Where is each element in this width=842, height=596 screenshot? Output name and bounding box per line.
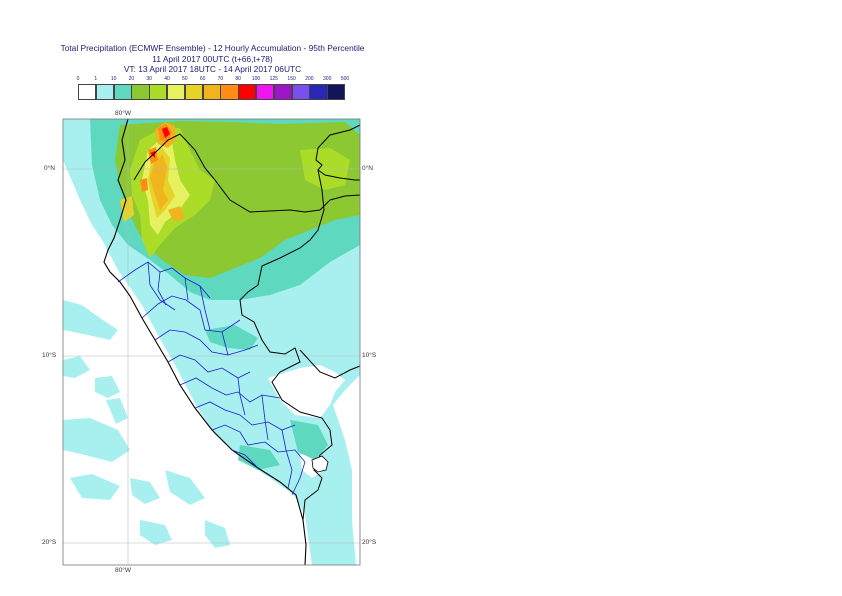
lat-label-right-20s: 20°S [362,539,377,546]
legend-threshold-label: 40 [164,76,170,82]
legend-threshold-label: 0 [76,76,80,82]
legend-threshold-label: 100 [251,76,261,82]
legend-threshold-label: 10 [110,76,117,82]
legend-color-box [256,84,275,100]
legend-color-box [238,84,257,100]
graticule [63,119,360,565]
legend-color-box [149,84,168,100]
region-borders [117,261,306,496]
run-time: 11 April 2017 00UTC (t+66,t+78) [152,54,273,64]
legend-color-box [220,84,239,100]
legend-color-box [291,84,310,100]
legend-threshold-label: 20 [128,76,135,82]
map-title: Total Precipitation (ECMWF Ensemble) - 1… [60,43,365,53]
legend-color-box [309,84,328,100]
country-borders [133,124,361,521]
legend-color-box [184,84,204,100]
lon-label-top: 80°W [115,110,131,117]
precip-field-intense [120,122,215,258]
legend-threshold-label: 80 [235,76,241,82]
legend-color-box [78,84,97,100]
legend-threshold-label: 300 [323,76,332,82]
map-frame [62,118,361,566]
lat-label-right-0: 0°N [362,165,373,172]
legend-color-box [273,84,293,100]
legend-threshold-label: 50 [182,76,188,82]
legend-threshold-label: 500 [340,76,350,82]
lon-label-bottom: 80°W [115,567,131,574]
legend-color-box [202,84,221,100]
legend-threshold-label: 60 [199,76,206,82]
legend-color-box [167,84,186,100]
lat-label-left-20s: 20°S [42,539,57,546]
lat-label-right-10s: 10°S [362,352,377,359]
legend-threshold-label: 30 [146,76,152,82]
lat-label-left-10s: 10°S [42,352,57,359]
legend-threshold-label: 1 [94,76,98,82]
valid-time: VT: 13 April 2017 18UTC - 14 April 2017 … [123,64,302,74]
lake-titicaca [311,455,329,473]
legend-threshold-label: 125 [269,76,278,82]
legend-color-box [327,84,346,100]
legend-color-box [131,84,150,100]
lat-label-left-0: 0°N [44,165,55,172]
legend-threshold-label: 150 [287,76,296,82]
legend-color-box [113,84,132,100]
legend-threshold-label: 200 [305,76,314,82]
legend-color-box [95,84,115,100]
legend-threshold-label: 70 [217,76,224,82]
